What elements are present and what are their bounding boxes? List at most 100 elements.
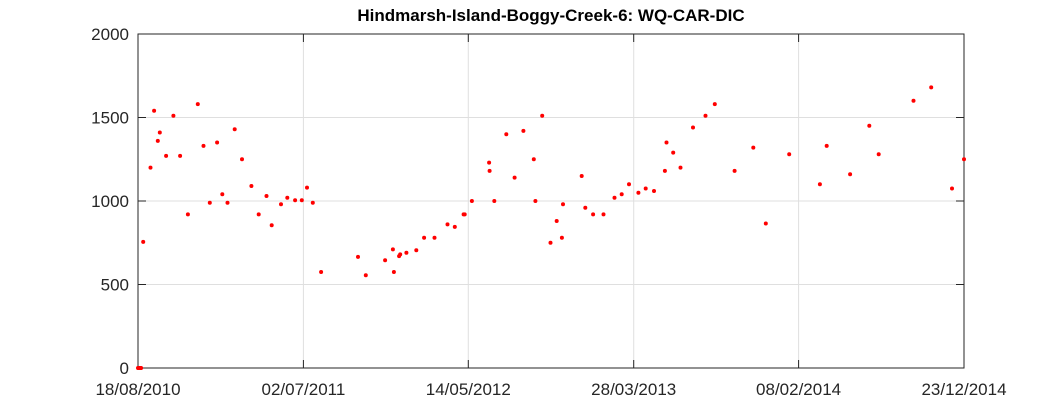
data-point [195, 102, 200, 107]
data-point [636, 190, 641, 195]
x-tick-label: 18/08/2010 [95, 380, 180, 399]
data-point [305, 185, 309, 190]
data-point [139, 366, 144, 370]
data-point [178, 153, 183, 158]
data-point [664, 140, 669, 145]
y-tick-label: 0 [120, 359, 129, 378]
data-point [171, 113, 176, 118]
data-point [240, 157, 244, 162]
data-point [691, 125, 695, 130]
data-point [390, 247, 395, 252]
x-tick-label: 28/03/2013 [591, 380, 676, 399]
data-point [293, 198, 298, 203]
data-point [591, 212, 596, 217]
data-point [867, 123, 872, 128]
data-point [185, 212, 190, 217]
data-point [579, 174, 584, 178]
chart-title: Hindmarsh-Island-Boggy-Creek-6: WQ-CAR-D… [357, 6, 745, 25]
data-point [285, 195, 290, 200]
data-point [962, 157, 966, 162]
data-point [751, 145, 756, 150]
y-tick-label: 2000 [91, 25, 129, 44]
data-point [232, 127, 237, 132]
x-tick-label: 23/12/2014 [921, 380, 1006, 399]
data-point [201, 143, 206, 148]
data-point [404, 250, 409, 255]
data-point [414, 248, 419, 253]
data-point [671, 150, 676, 155]
tick-labels: 18/08/2010 02/07/2011 14/05/2012 28/03/2013… [91, 25, 1006, 399]
data-point [732, 168, 737, 173]
data-point [207, 200, 212, 205]
data-point [299, 198, 304, 203]
data-point [817, 182, 822, 187]
data-point [911, 98, 916, 103]
data-point [152, 108, 157, 113]
axis-ticks [137, 33, 965, 369]
data-point [356, 254, 360, 259]
data-point [383, 258, 388, 263]
data-point [643, 186, 648, 191]
data-point [619, 192, 624, 197]
data-point [220, 192, 225, 197]
y-tick-label: 1500 [91, 109, 129, 128]
data-point [876, 152, 881, 157]
data-point [225, 200, 230, 205]
data-point [627, 182, 631, 187]
data-point [155, 138, 160, 143]
data-point [787, 152, 792, 157]
data-point [559, 235, 564, 240]
data-point [929, 85, 934, 90]
data-point [703, 113, 708, 118]
data-point [583, 205, 588, 210]
data-point [824, 143, 829, 148]
data-point [487, 168, 492, 173]
data-point [422, 235, 427, 240]
data-point [445, 222, 450, 227]
data-point [487, 160, 492, 165]
y-tick-label: 500 [101, 276, 129, 295]
data-points [136, 85, 966, 370]
data-point [533, 199, 538, 203]
data-point [554, 219, 559, 223]
data-point [141, 239, 146, 244]
data-point [504, 132, 509, 137]
data-point [432, 235, 437, 240]
data-point [269, 223, 274, 228]
data-point [531, 157, 536, 162]
data-point [310, 200, 315, 205]
x-tick-label: 02/07/2011 [261, 380, 345, 399]
data-point [950, 186, 954, 191]
data-point [279, 202, 283, 207]
data-point [662, 168, 667, 173]
data-point [763, 221, 768, 226]
grid-lines [138, 34, 964, 368]
data-point [469, 199, 474, 203]
data-point [652, 189, 656, 193]
data-point [398, 252, 403, 257]
x-tick-label: 08/02/2014 [756, 380, 841, 399]
data-point [512, 175, 517, 180]
data-point [249, 184, 254, 188]
data-point [492, 199, 497, 203]
data-point [148, 165, 153, 170]
data-point [256, 212, 261, 217]
data-point [848, 172, 853, 177]
data-point [157, 130, 162, 135]
data-point [452, 224, 457, 229]
data-point [264, 194, 269, 198]
data-point [462, 212, 467, 217]
data-point [548, 240, 553, 245]
data-point [540, 113, 545, 118]
data-point [712, 102, 717, 107]
data-point [215, 140, 220, 145]
data-point [561, 202, 565, 207]
data-point [678, 165, 683, 170]
data-point [391, 270, 396, 274]
data-point [363, 273, 368, 278]
data-point [319, 270, 324, 274]
data-point [164, 153, 169, 158]
x-tick-label: 14/05/2012 [426, 380, 511, 399]
